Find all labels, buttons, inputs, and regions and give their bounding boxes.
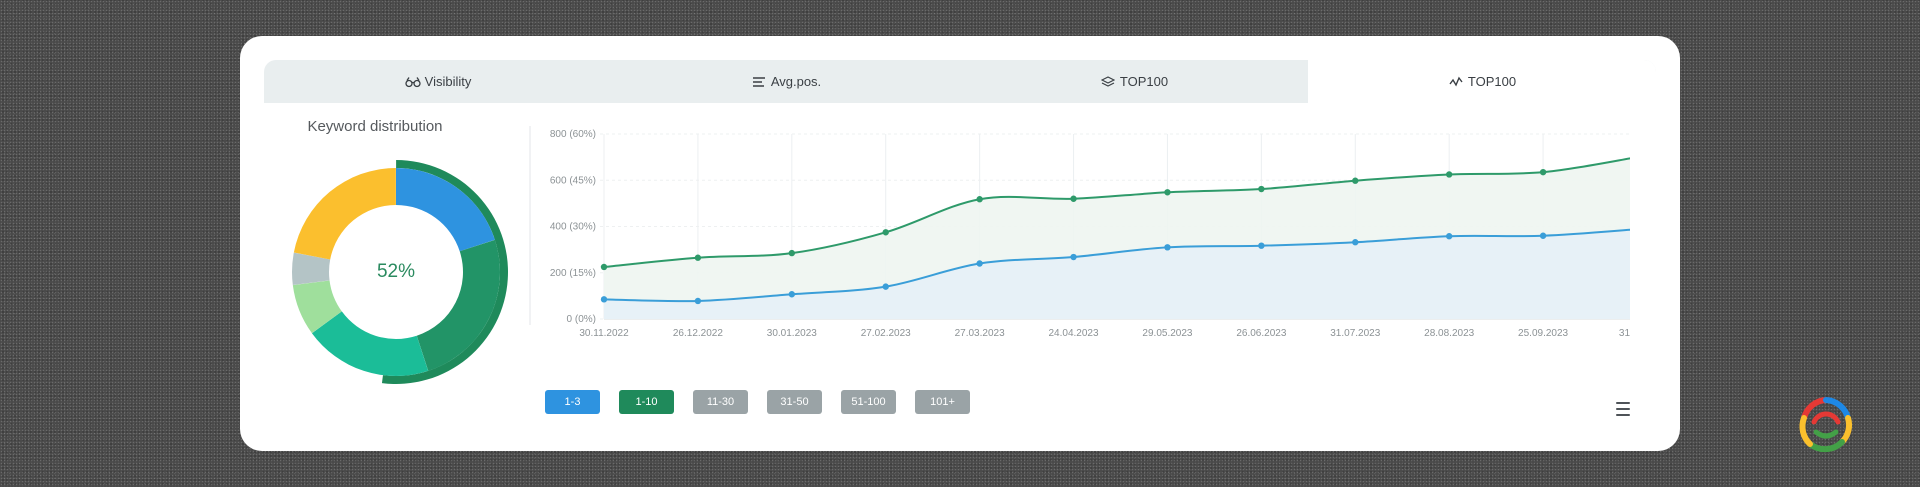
glasses-icon — [404, 75, 421, 89]
donut-segment-5 — [293, 168, 396, 260]
keyword-distribution-donut — [292, 160, 508, 384]
donut-segment-3 — [292, 280, 342, 334]
data-point — [1539, 232, 1547, 239]
tab-top100-table[interactable]: TOP100 — [960, 60, 1308, 103]
donut-segment-2 — [311, 311, 429, 376]
data-point — [1258, 242, 1265, 249]
data-point — [600, 263, 608, 271]
list-icon — [751, 75, 767, 89]
tab-top100-chart[interactable]: TOP100 — [1308, 60, 1656, 103]
chart-card: Visibility Avg.pos. TOP100 TOP100 Keywor… — [240, 36, 1680, 451]
x-tick-label: 31.07.2023 — [1330, 328, 1380, 339]
data-point — [1070, 195, 1077, 202]
data-point — [1164, 189, 1171, 196]
tab-label: TOP100 — [1467, 74, 1517, 89]
legend-button-1-10[interactable]: 1-10 — [619, 390, 674, 414]
data-point — [1352, 239, 1359, 246]
x-tick-label: 29.05.2023 — [1142, 328, 1192, 339]
x-tick-label: 30.11.2022 — [579, 328, 629, 339]
data-point — [882, 283, 889, 290]
data-point — [1258, 185, 1265, 193]
trend-icon — [1448, 75, 1464, 89]
data-point — [976, 260, 983, 267]
data-point — [1445, 233, 1453, 240]
x-tick-label: 24.04.2023 — [1049, 328, 1099, 339]
y-tick-label: 400 (30%) — [550, 222, 596, 233]
data-point — [1539, 168, 1547, 176]
donut-segment-4 — [292, 252, 331, 286]
donut-title: Keyword distribution — [307, 118, 443, 135]
series-area-1 — [604, 229, 1630, 319]
legend-button-11-30[interactable]: 11-30 — [693, 390, 748, 414]
tab-avg-pos[interactable]: Avg.pos. — [612, 60, 960, 103]
data-point — [694, 297, 702, 305]
y-tick-label: 200 (15%) — [550, 268, 596, 279]
hamburger-menu-icon[interactable] — [1614, 401, 1632, 417]
x-tick-label: 28.08.2023 — [1424, 328, 1474, 339]
tab-bar: Visibility Avg.pos. TOP100 TOP100 — [264, 60, 1656, 103]
data-point — [882, 229, 889, 236]
legend: 1-3 1-10 11-30 31-50 51-100 101+ — [545, 390, 970, 414]
legend-button-1-3[interactable]: 1-3 — [545, 390, 600, 414]
data-point — [976, 196, 983, 203]
x-tick-label: 25.09.2023 — [1518, 328, 1568, 339]
top100-line-chart: 0 (0%) 200 (15%) 400 (30%) 600 (45%) 800 (60… — [529, 126, 1630, 339]
donut-segment-1 — [416, 239, 500, 371]
data-point — [788, 249, 796, 257]
tab-label: TOP100 — [1119, 74, 1169, 89]
tab-label: Avg.pos. — [770, 74, 822, 89]
tab-visibility[interactable]: Visibility — [264, 60, 612, 103]
series-line-1 — [603, 228, 1630, 303]
x-tick-label: 30.01.2023 — [767, 328, 817, 339]
data-point — [1445, 171, 1453, 178]
data-point — [1070, 253, 1077, 261]
x-tick-label: 27.03.2023 — [955, 328, 1005, 339]
series-line-0 — [603, 157, 1630, 268]
legend-button-51-100[interactable]: 51-100 — [841, 390, 896, 414]
x-tick-label: 26.12.2022 — [673, 328, 723, 339]
data-point — [788, 291, 796, 298]
legend-button-101-plus[interactable]: 101+ — [915, 390, 970, 414]
app-logo-icon — [1799, 397, 1853, 453]
data-point — [1352, 177, 1359, 184]
donut-segment-0 — [396, 168, 495, 252]
y-tick-label: 0 (0%) — [567, 314, 596, 325]
x-tick-label: 31.10.... — [1619, 328, 1630, 339]
y-tick-label: 800 (60%) — [550, 129, 596, 140]
legend-button-31-50[interactable]: 31-50 — [767, 390, 822, 414]
x-tick-label: 27.02.2023 — [861, 328, 911, 339]
data-point — [694, 254, 702, 261]
tab-label: Visibility — [424, 74, 472, 89]
y-tick-label: 600 (45%) — [550, 175, 596, 186]
x-tick-label: 26.06.2023 — [1236, 328, 1286, 339]
data-point — [1164, 244, 1171, 251]
layers-icon — [1100, 75, 1116, 89]
data-point — [600, 296, 608, 303]
